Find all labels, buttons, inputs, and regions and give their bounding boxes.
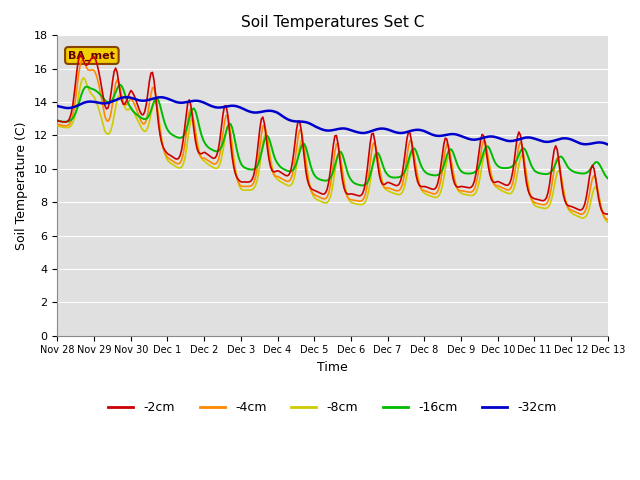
Title: Soil Temperatures Set C: Soil Temperatures Set C bbox=[241, 15, 424, 30]
Y-axis label: Soil Temperature (C): Soil Temperature (C) bbox=[15, 121, 28, 250]
Text: BA_met: BA_met bbox=[68, 50, 115, 60]
Legend: -2cm, -4cm, -8cm, -16cm, -32cm: -2cm, -4cm, -8cm, -16cm, -32cm bbox=[104, 396, 562, 419]
X-axis label: Time: Time bbox=[317, 361, 348, 374]
